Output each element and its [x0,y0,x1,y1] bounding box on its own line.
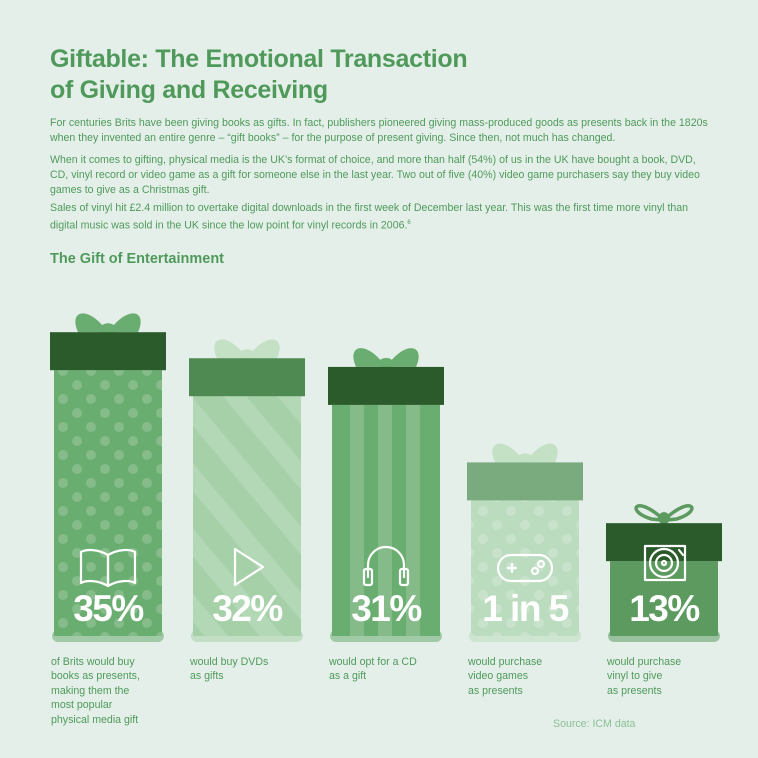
value-label: 35% [73,588,144,629]
caption: of Brits would buy books as presents, maki… [51,655,176,727]
gamepad-icon [496,553,554,583]
gift-stripe [378,404,392,636]
caption-line: would buy DVDs [190,656,269,668]
intro-paragraph-2: When it comes to gifting, physical media… [50,154,700,196]
caption: would purchase video games as presents [468,655,593,698]
caption-line: physical media gift [51,713,139,726]
gift-box [610,561,718,636]
gift-stripe [350,404,364,636]
bow-left [492,443,525,463]
intro-paragraph-3-text: Sales of vinyl hit £2.4 million to overt… [50,202,689,232]
gift-lid [189,358,305,397]
bow-left [75,313,108,333]
bow-right [247,339,280,359]
caption-line: vinyl to give [607,670,663,683]
gift-pattern [54,370,162,636]
gift-bar-video-games [467,443,583,642]
caption-line: would purchase [468,656,543,668]
headphones-icon [362,545,410,587]
caption: would buy DVDs as gifts [190,655,315,684]
gift-bar-cds [328,348,444,642]
gift-bar-vinyl [606,504,722,642]
bow-right [525,443,558,463]
caption-line: as presents [607,684,662,697]
intro-paragraph-3: Sales of vinyl hit £2.4 million to overt… [50,201,710,234]
play-icon [233,547,265,587]
bow-knot [658,512,670,525]
chart-title: The Gift of Entertainment [50,251,224,267]
gift-bar-dvds [189,339,305,642]
footnote-marker: 6 [407,220,411,226]
caption: would purchase vinyl to give as presents [607,655,732,698]
gift-pattern [471,500,579,636]
page-title-line-1: Giftable: The Emotional Transaction [50,45,468,73]
caption-line: would opt for a CD [329,656,417,668]
intro-paragraph-1: For centuries Brits have been giving boo… [50,117,708,144]
bow-right [659,504,694,523]
page-title: Giftable: The Emotional Transaction of G… [50,44,710,106]
caption-line: would purchase [607,656,682,668]
value-label: 32% [212,588,283,629]
gift-bar-books [50,313,166,642]
bow-left [214,339,247,359]
value-label: 1 in 5 [482,588,569,629]
caption-line: as a gift [329,670,367,683]
caption-line: of Brits would buy [51,656,135,668]
caption-line: as presents [468,684,523,697]
caption-line: video games [468,670,529,683]
caption-line: books as presents, [51,670,140,683]
gift-lid [328,366,444,405]
bow-left [634,504,669,523]
gift-box [332,404,440,636]
bow-right [386,348,419,367]
value-label: 13% [629,588,700,629]
gift-pattern [193,396,301,636]
bow-right [108,313,141,333]
gift-lid [50,332,166,371]
caption-line: as gifts [190,670,224,683]
open-book-icon [79,548,137,588]
bow-left [353,348,386,367]
caption-line: most popular [51,699,113,712]
caption: would opt for a CD as a gift [329,655,454,684]
source-note: Source: ICM data [553,718,636,730]
vinyl-record-icon [643,544,687,582]
gift-stripe [406,404,420,636]
page-title-line-2: of Giving and Receiving [50,76,328,104]
gift-lid [467,462,583,501]
value-label: 31% [351,588,422,629]
caption-line: making them the [51,684,130,697]
